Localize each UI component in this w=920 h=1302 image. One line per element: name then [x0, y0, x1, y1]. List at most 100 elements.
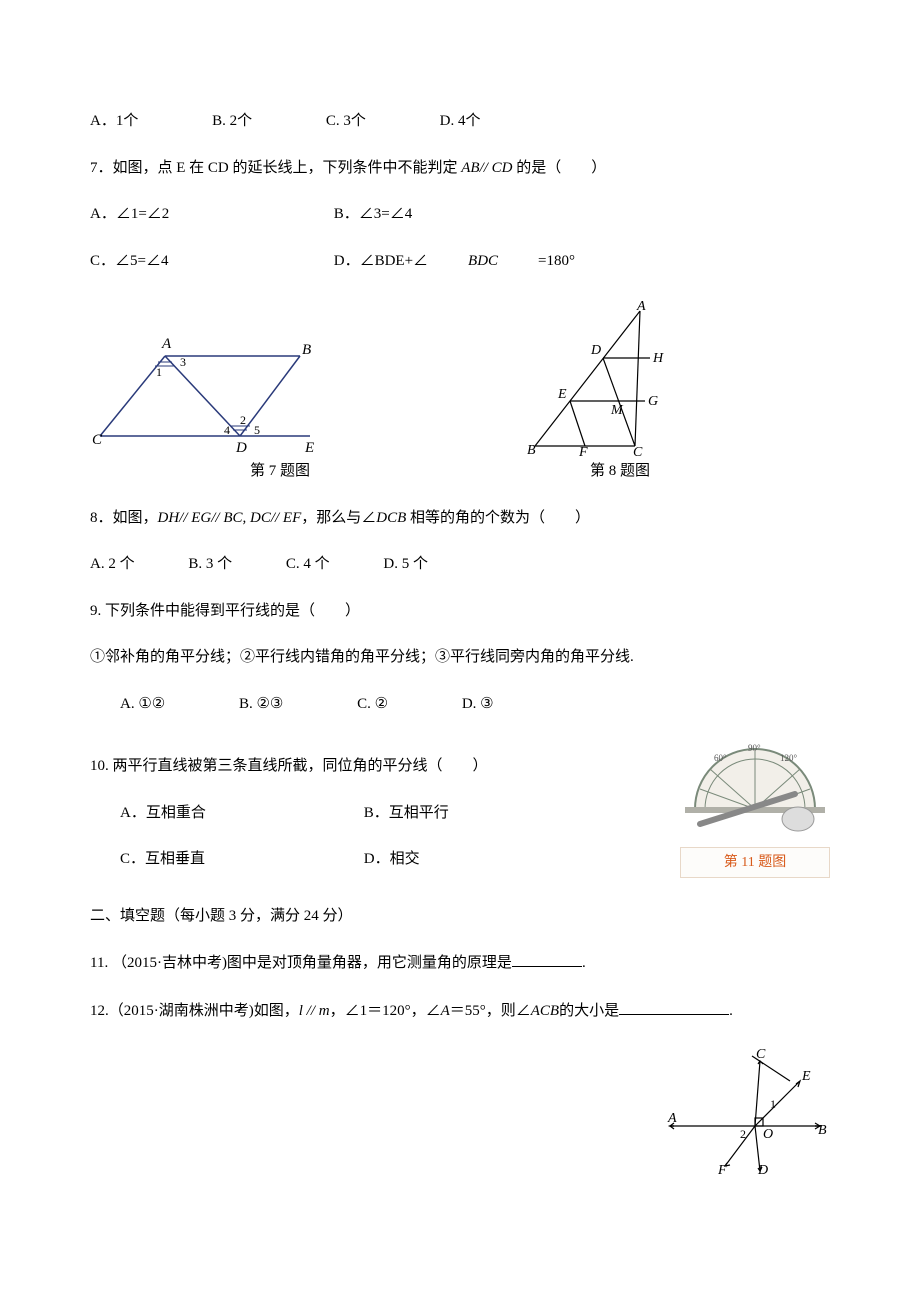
- q7-label-B: B: [302, 342, 311, 358]
- q8-label-D: D: [590, 343, 601, 358]
- q10-opt-a: A．互相重合: [120, 802, 320, 825]
- q7-label-2: 2: [240, 413, 246, 427]
- q7-label-C: C: [92, 432, 103, 448]
- q7-d-post: =180°: [538, 250, 575, 273]
- q8-figure: A B C D H E G M F: [510, 296, 670, 456]
- q9-opt-d: D. ③: [462, 693, 494, 716]
- q6-options: A．1个 B. 2个 C. 3个 D. 4个: [90, 110, 830, 133]
- q12-i1: l // m: [299, 1003, 330, 1019]
- q8-label-H: H: [652, 351, 664, 366]
- q11-period: .: [582, 955, 586, 971]
- q12-blank: [619, 999, 729, 1015]
- q8-opt-c: C. 4 个: [286, 553, 330, 576]
- q7-stem-post: 的是（ ）: [513, 160, 607, 176]
- q12-label-A: A: [667, 1111, 677, 1126]
- q12-label-C: C: [756, 1047, 766, 1062]
- q12-i3: ACB: [531, 1003, 559, 1019]
- q8-opt-a: A. 2 个: [90, 553, 135, 576]
- q8-label-G: G: [648, 394, 658, 409]
- q8-stem-pre: 8．如图，: [90, 510, 158, 526]
- tick-60: 60°: [714, 753, 727, 763]
- q12-label-1: 1: [770, 1097, 776, 1111]
- q7-figure: A B C D E 1 3 2 4 5: [90, 326, 390, 456]
- q9-opt-c: C. ②: [357, 693, 388, 716]
- q6-opt-c: C. 3个: [326, 110, 366, 133]
- q8-label-M: M: [610, 403, 624, 418]
- q7-opt-d: D．∠BDE+∠ BDC =180°: [334, 250, 615, 273]
- q7-stem: 7．如图，点 E 在 CD 的延长线上，下列条件中不能判定 AB// CD 的是…: [90, 157, 830, 180]
- q8-label-A: A: [636, 299, 646, 314]
- q12-post: 的大小是: [559, 1003, 619, 1019]
- q12-label-D: D: [757, 1163, 768, 1176]
- q6-opt-a: A．1个: [90, 110, 138, 133]
- q12-label-F: F: [717, 1163, 727, 1176]
- q7-stem-pre: 7．如图，点 E 在 CD 的延长线上，下列条件中不能判定: [90, 160, 461, 176]
- page: A．1个 B. 2个 C. 3个 D. 4个 7．如图，点 E 在 CD 的延长…: [0, 0, 920, 1216]
- q9-options: A. ①② B. ②③ C. ② D. ③: [90, 693, 830, 716]
- q8-options: A. 2 个 B. 3 个 C. 4 个 D. 5 个: [90, 553, 830, 576]
- q12-label-E: E: [801, 1069, 811, 1084]
- q7-label-E: E: [304, 440, 314, 456]
- q7-options-row1: A．∠1=∠2 B．∠3=∠4: [90, 203, 830, 226]
- q8-label-C: C: [633, 445, 643, 456]
- q12-label-O: O: [763, 1127, 773, 1142]
- q7-label-3: 3: [180, 355, 186, 369]
- q7-label-D: D: [235, 440, 247, 456]
- q12-pre: 12.（2015·湖南株洲中考)如图，: [90, 1003, 299, 1019]
- q8-label-B: B: [527, 443, 536, 456]
- q8-opt-d: D. 5 个: [383, 553, 428, 576]
- q11-figure: 60° 90° 120° 第 11 题图: [680, 739, 830, 878]
- q8-stem-post: 相等的角的个数为（ ）: [406, 510, 590, 526]
- q12-figure-svg: A B C E O F D 1 2: [660, 1046, 830, 1176]
- q12-figure-wrap: A B C E O F D 1 2: [90, 1046, 830, 1176]
- q6-opt-d: D. 4个: [440, 110, 481, 133]
- q7-label-5: 5: [254, 423, 260, 437]
- q7-stem-italic: AB// CD: [461, 160, 512, 176]
- q6-opt-b: B. 2个: [212, 110, 252, 133]
- q11-stem-text: 11. （2015·吉林中考)图中是对顶角量角器，用它测量角的原理是: [90, 955, 512, 971]
- q7-opt-a: A．∠1=∠2: [90, 203, 290, 226]
- q11-blank: [512, 951, 582, 967]
- q7-opt-b: B．∠3=∠4: [334, 203, 412, 226]
- q12-label-2: 2: [740, 1127, 746, 1141]
- q9-detail: ①邻补角的角平分线；②平行线内错角的角平分线；③平行线同旁内角的角平分线.: [90, 646, 830, 669]
- q9-opt-b: B. ②③: [239, 693, 283, 716]
- q8-opt-b: B. 3 个: [188, 553, 232, 576]
- q10-opt-b: B．互相平行: [364, 802, 449, 825]
- q8-stem-i2: DCB: [376, 510, 406, 526]
- q9-stem: 9. 下列条件中能得到平行线的是（ ）: [90, 600, 830, 623]
- q8-label-E: E: [557, 387, 567, 402]
- q12-period: .: [729, 1003, 733, 1019]
- q11-stem: 11. （2015·吉林中考)图中是对顶角量角器，用它测量角的原理是.: [90, 951, 830, 975]
- q8-stem-mid: ，那么与∠: [301, 510, 376, 526]
- q8-label-F: F: [578, 445, 588, 456]
- q7-d-italic: BDC: [468, 250, 498, 273]
- q9-opt-a: A. ①②: [120, 693, 165, 716]
- q7-caption: 第 7 题图: [90, 460, 430, 483]
- q8-stem-i1: DH// EG// BC, DC// EF: [158, 510, 302, 526]
- q7-options-row2: C．∠5=∠4 D．∠BDE+∠ BDC =180°: [90, 250, 830, 273]
- section-2-title: 二、填空题（每小题 3 分，满分 24 分）: [90, 905, 830, 928]
- q12-mid1: ，∠1＝120°，∠: [330, 1003, 441, 1019]
- captions-7-8: 第 7 题图 第 8 题图: [90, 460, 830, 483]
- q7-figure-svg: A B C D E 1 3 2 4 5: [90, 326, 330, 456]
- q12-label-B: B: [818, 1123, 827, 1138]
- q8-figure-svg: A B C D H E G M F: [515, 296, 665, 456]
- q8-stem: 8．如图，DH// EG// BC, DC// EF，那么与∠DCB 相等的角的…: [90, 507, 830, 530]
- q8-caption: 第 8 题图: [530, 460, 710, 483]
- protractor-icon: 60° 90° 120°: [680, 739, 830, 839]
- q12-mid2: ＝55°，则∠: [450, 1003, 531, 1019]
- q7-label-A: A: [161, 336, 172, 352]
- q12-stem: 12.（2015·湖南株洲中考)如图，l // m，∠1＝120°，∠A＝55°…: [90, 999, 830, 1023]
- q10-opt-d: D．相交: [364, 848, 420, 871]
- q11-caption: 第 11 题图: [680, 847, 830, 878]
- q7-label-1: 1: [156, 365, 162, 379]
- q7-label-4: 4: [224, 423, 230, 437]
- q7-opt-c: C．∠5=∠4: [90, 250, 290, 273]
- q10-opt-c: C．互相垂直: [120, 848, 320, 871]
- q7-d-pre: D．∠BDE+∠: [334, 250, 428, 273]
- q12-i2: A: [441, 1003, 450, 1019]
- figures-7-8: A B C D E 1 3 2 4 5: [90, 296, 830, 456]
- tick-120: 120°: [780, 753, 798, 763]
- tick-90: 90°: [748, 743, 761, 753]
